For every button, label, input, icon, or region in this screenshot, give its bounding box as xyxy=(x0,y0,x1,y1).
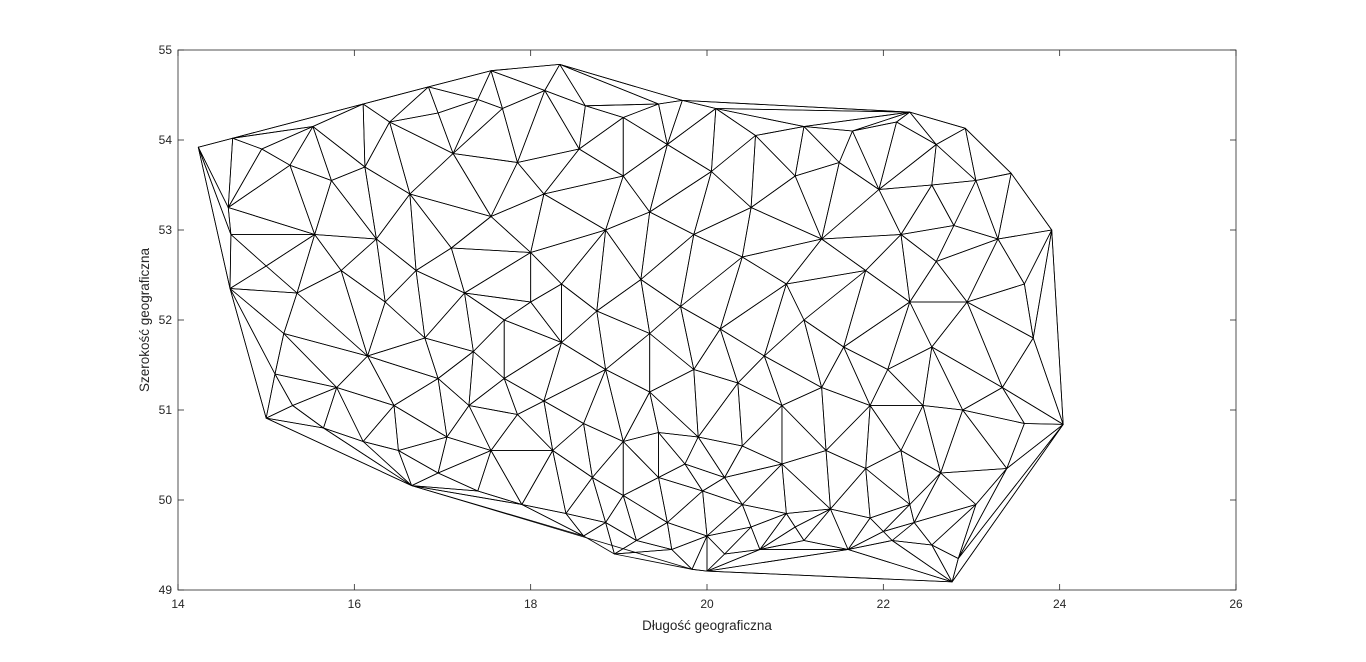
y-tick-label: 49 xyxy=(159,583,173,597)
mesh-triangle xyxy=(666,490,708,537)
mesh-triangle xyxy=(658,432,686,478)
axis-tick-labels: 14 16 18 20 22 24 26 49 50 51 52 53 54 55 xyxy=(159,43,1243,611)
mesh-triangle xyxy=(605,333,651,393)
mesh-triangle xyxy=(521,504,584,537)
x-tick-label: 14 xyxy=(171,597,185,611)
x-tick-label: 18 xyxy=(524,597,538,611)
x-axis-label: Długość geograficzna xyxy=(642,618,772,633)
plot-background xyxy=(178,50,1236,590)
triangulation-mesh xyxy=(197,64,1064,583)
y-tick-label: 50 xyxy=(159,493,173,507)
x-tick-label: 24 xyxy=(1053,597,1067,611)
mesh-triangle xyxy=(922,346,964,411)
mesh-triangle xyxy=(684,463,726,492)
y-axis-label: Szerokość geograficzna xyxy=(137,247,152,392)
mesh-triangle xyxy=(583,522,615,555)
mesh-triangle xyxy=(785,508,831,528)
y-tick-label: 55 xyxy=(159,43,173,57)
x-tick-label: 26 xyxy=(1229,597,1243,611)
mesh-triangle xyxy=(336,387,395,442)
x-tick-label: 20 xyxy=(700,597,714,611)
mesh-triangle xyxy=(530,283,562,343)
y-tick-label: 54 xyxy=(159,133,173,147)
mesh-outline xyxy=(197,64,1064,583)
x-tick-label: 16 xyxy=(348,597,362,611)
mesh-triangle xyxy=(706,526,752,555)
y-tick-label: 53 xyxy=(159,223,173,237)
x-tick-label: 22 xyxy=(877,597,891,611)
y-tick-label: 51 xyxy=(159,403,173,417)
axis-ticks xyxy=(177,49,1237,591)
mesh-triangle xyxy=(882,522,915,541)
mesh-triangle xyxy=(869,369,924,406)
mesh-triangle xyxy=(821,346,871,406)
mesh-triangle xyxy=(737,355,783,406)
y-tick-label: 52 xyxy=(159,313,173,327)
mesh-triangle xyxy=(693,328,739,384)
